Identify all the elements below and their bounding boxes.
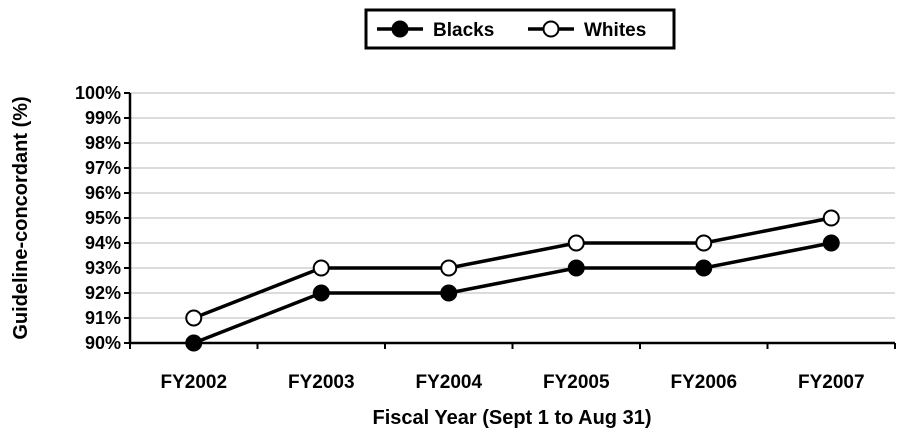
- series-line-blacks: [193, 241, 832, 345]
- gridlines: [130, 92, 895, 319]
- y-axis-title: Guideline-concordant (%): [10, 96, 32, 339]
- legend: Blacks Whites: [364, 8, 676, 50]
- legend-marker-blacks: [391, 20, 409, 38]
- y-tick-label: 92%: [85, 283, 121, 303]
- legend-label-blacks: Blacks: [433, 20, 494, 41]
- y-tick-label: 96%: [85, 183, 121, 203]
- y-tick-label: 100%: [75, 83, 121, 103]
- y-tick-label: 97%: [85, 158, 121, 178]
- x-tick-label: FY2004: [415, 372, 482, 393]
- y-tick-label: 93%: [85, 258, 121, 278]
- y-tick-label: 99%: [85, 108, 121, 128]
- y-tick-label: 98%: [85, 133, 121, 153]
- data-point-blacks: [822, 234, 840, 252]
- y-tick-label: 91%: [85, 308, 121, 328]
- data-point-blacks: [695, 259, 713, 277]
- x-tick-label: FY2003: [288, 372, 355, 393]
- legend-label-whites: Whites: [584, 20, 646, 41]
- x-axis-title: Fiscal Year (Sept 1 to Aug 31): [373, 407, 652, 429]
- y-tick-label: 94%: [85, 233, 121, 253]
- plot-area: [185, 209, 840, 352]
- data-point-whites: [822, 209, 840, 227]
- data-point-whites: [695, 234, 713, 252]
- data-point-whites: [185, 309, 203, 327]
- x-tick-label: FY2007: [798, 372, 865, 393]
- x-tick-label: FY2006: [670, 372, 737, 393]
- data-point-blacks: [567, 259, 585, 277]
- data-point-whites: [567, 234, 585, 252]
- y-tick-label: 95%: [85, 208, 121, 228]
- series-line-whites: [193, 216, 832, 320]
- y-axis-ticks: 90% 91% 92% 93% 94% 95% 96% 97% 98% 99% 100%: [75, 83, 130, 353]
- data-point-blacks: [440, 284, 458, 302]
- data-point-whites: [312, 259, 330, 277]
- legend-marker-whites: [542, 20, 560, 38]
- y-tick-label: 90%: [85, 333, 121, 353]
- data-point-blacks: [312, 284, 330, 302]
- x-tick-label: FY2005: [543, 372, 610, 393]
- x-tick-label: FY2002: [160, 372, 227, 393]
- data-point-blacks: [185, 334, 203, 352]
- data-point-whites: [440, 259, 458, 277]
- x-axis-ticks: FY2002 FY2003 FY2004 FY2005 FY2006 FY2007: [129, 343, 896, 393]
